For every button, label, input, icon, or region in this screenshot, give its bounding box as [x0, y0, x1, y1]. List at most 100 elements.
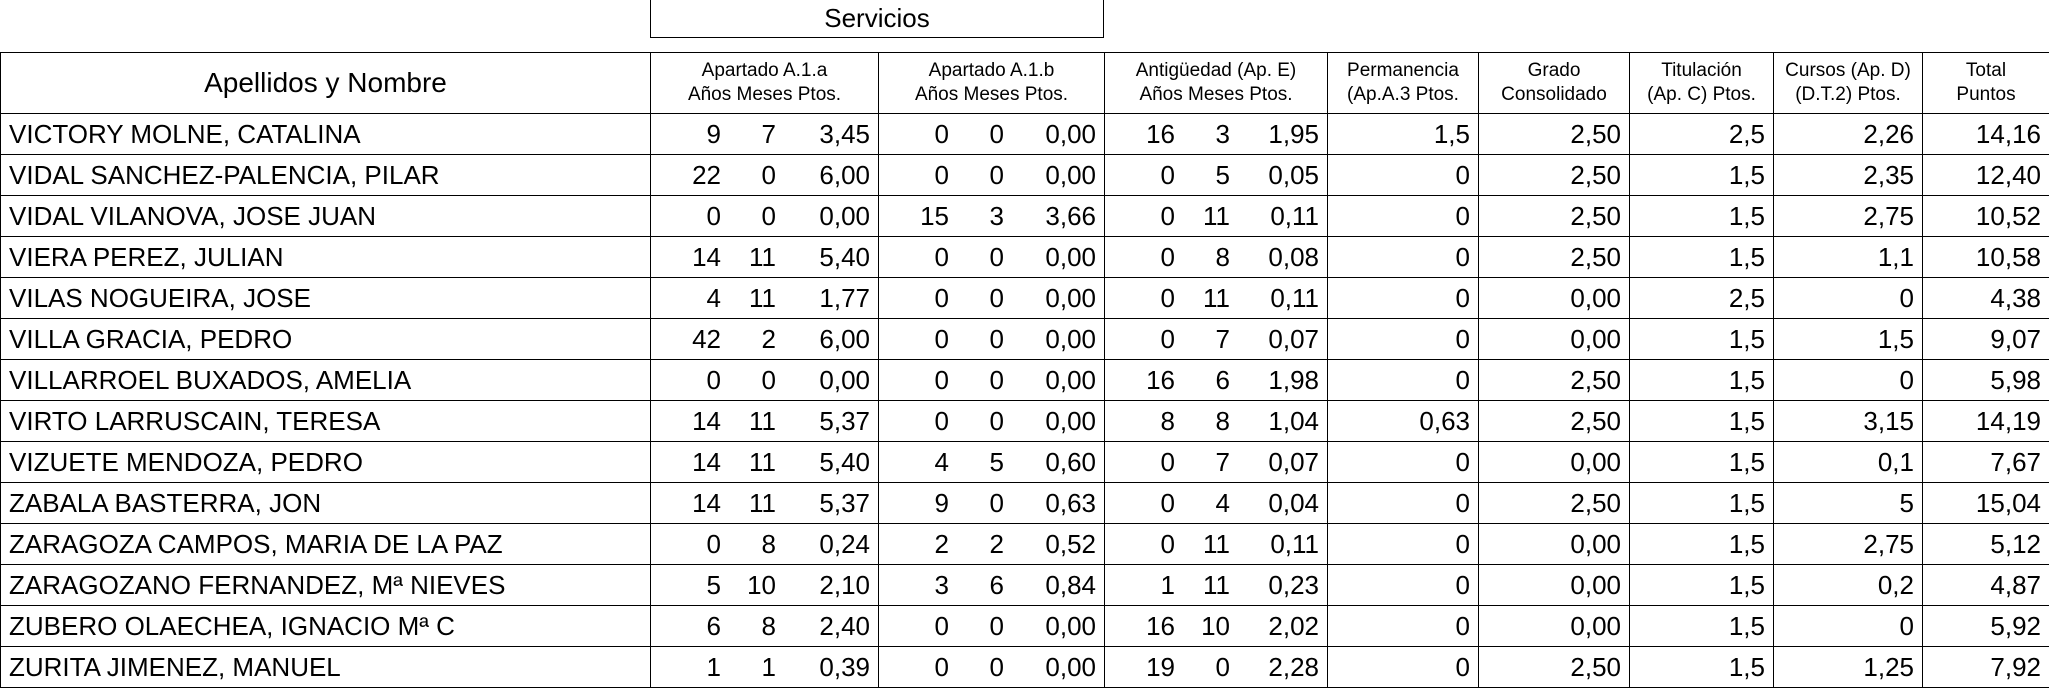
cell-a1a-group: 14 11 5,37: [651, 401, 878, 441]
cell-a1a-group: 9 7 3,45: [651, 114, 878, 154]
cell-name: VIDAL VILANOVA, JOSE JUAN: [0, 195, 651, 237]
cell-antiguedad-group: 19 0 2,28: [1105, 647, 1327, 687]
cell-titulacion: 1,5: [1629, 236, 1774, 278]
cell-antiguedad-meses: 11: [1203, 200, 1230, 231]
cell-total: 4,38: [1922, 277, 2049, 319]
cell-antiguedad-anos: 19: [1146, 651, 1175, 682]
cell-antiguedad: 0 7 0,07: [1104, 318, 1328, 360]
cell-permanencia: 0: [1327, 236, 1479, 278]
table-body: VICTORY MOLNE, CATALINA 9 7 3,45 0 0 0,00 16 3 1,…: [0, 113, 2049, 688]
cell-a1a-anos: 14: [692, 405, 721, 436]
cell-a1a-group: 22 0 6,00: [651, 155, 878, 195]
scores-table: Apellidos y Nombre Apartado A.1.a Años M…: [0, 52, 2049, 688]
cell-total: 14,19: [1922, 400, 2049, 442]
cell-antiguedad: 19 0 2,28: [1104, 646, 1328, 688]
cell-a1b-ptos: 0,84: [1045, 569, 1096, 600]
cell-a1b-meses: 3: [989, 200, 1004, 231]
header-grado-line1: Grado: [1527, 60, 1581, 81]
cell-cursos: 0,1: [1773, 441, 1923, 483]
cell-a1a-meses: 8: [761, 610, 776, 641]
cell-permanencia: 0: [1327, 482, 1479, 524]
cell-a1b-ptos: 0,63: [1045, 487, 1096, 518]
cell-permanencia: 0: [1327, 318, 1479, 360]
header-permanencia-line2: (Ap.A.3 Ptos.: [1347, 84, 1459, 105]
cell-a1b-group: 15 3 3,66: [879, 196, 1104, 236]
cell-a1a: 42 2 6,00: [650, 318, 879, 360]
cell-a1b: 4 5 0,60: [878, 441, 1105, 483]
cell-titulacion: 1,5: [1629, 523, 1774, 565]
cell-a1b-anos: 15: [920, 200, 949, 231]
table-row: ZARAGOZA CAMPOS, MARIA DE LA PAZ 0 8 0,24 2 2…: [0, 523, 2049, 565]
cell-a1a: 0 0 0,00: [650, 195, 879, 237]
table-row: VIZUETE MENDOZA, PEDRO 14 11 5,40 4 5 0,60 0 7 0,…: [0, 441, 2049, 483]
cell-a1b-ptos: 0,00: [1045, 159, 1096, 190]
cell-a1b-meses: 0: [989, 159, 1004, 190]
cell-grado: 0,00: [1478, 523, 1630, 565]
header-a1b-line1: Apartado A.1.b: [928, 60, 1055, 81]
cell-a1b-anos: 0: [934, 405, 949, 436]
cell-total: 7,67: [1922, 441, 2049, 483]
cell-a1b-meses: 0: [989, 487, 1004, 518]
cell-antiguedad-ptos: 1,04: [1268, 405, 1319, 436]
cell-a1a-ptos: 0,39: [819, 651, 870, 682]
cell-a1a-meses: 0: [761, 364, 776, 395]
cell-a1b-group: 2 2 0,52: [879, 524, 1104, 564]
cell-a1a-ptos: 3,45: [819, 118, 870, 149]
cell-antiguedad: 0 11 0,11: [1104, 277, 1328, 319]
cell-name: VILLA GRACIA, PEDRO: [0, 318, 651, 360]
cell-a1b-meses: 0: [989, 610, 1004, 641]
cell-a1a: 14 11 5,37: [650, 400, 879, 442]
cell-name: ZARAGOZANO FERNANDEZ, Mª NIEVES: [0, 564, 651, 606]
cell-a1b-ptos: 0,60: [1045, 446, 1096, 477]
header-cursos-line1: Cursos (Ap. D): [1785, 60, 1911, 81]
cell-a1b-meses: 0: [989, 405, 1004, 436]
cell-a1b-anos: 0: [934, 159, 949, 190]
cell-grado: 2,50: [1478, 236, 1630, 278]
cell-a1a-anos: 6: [706, 610, 721, 641]
cell-a1a-meses: 1: [761, 651, 776, 682]
cell-name: ZABALA BASTERRA, JON: [0, 482, 651, 524]
cell-antiguedad-group: 0 11 0,11: [1105, 524, 1327, 564]
cell-a1b-anos: 4: [934, 446, 949, 477]
cell-permanencia: 0,63: [1327, 400, 1479, 442]
cell-a1b-anos: 0: [934, 323, 949, 354]
cell-a1a-anos: 0: [706, 364, 721, 395]
cell-a1a-group: 0 0 0,00: [651, 360, 878, 400]
cell-a1a-anos: 1: [706, 651, 721, 682]
cell-a1a-group: 4 11 1,77: [651, 278, 878, 318]
cell-total: 4,87: [1922, 564, 2049, 606]
cell-a1b-ptos: 0,00: [1045, 118, 1096, 149]
cell-antiguedad-group: 8 8 1,04: [1105, 401, 1327, 441]
cell-titulacion: 1,5: [1629, 605, 1774, 647]
cell-a1a-ptos: 0,00: [819, 200, 870, 231]
cell-permanencia: 0: [1327, 195, 1479, 237]
cell-a1b-group: 0 0 0,00: [879, 360, 1104, 400]
cell-a1a-group: 14 11 5,37: [651, 483, 878, 523]
header-total: Total Puntos: [1922, 52, 2049, 114]
cell-a1b-ptos: 0,00: [1045, 405, 1096, 436]
cell-a1b-meses: 2: [989, 528, 1004, 559]
cell-titulacion: 1,5: [1629, 441, 1774, 483]
cell-a1a: 5 10 2,10: [650, 564, 879, 606]
cell-cursos: 1,25: [1773, 646, 1923, 688]
servicios-group-header: Servicios: [650, 0, 1104, 38]
header-antiguedad-line2: Años Meses Ptos.: [1139, 84, 1293, 105]
cell-name: VICTORY MOLNE, CATALINA: [0, 113, 651, 155]
cell-a1a-ptos: 1,77: [819, 282, 870, 313]
cell-a1b: 9 0 0,63: [878, 482, 1105, 524]
cell-antiguedad: 1 11 0,23: [1104, 564, 1328, 606]
cell-antiguedad-ptos: 2,28: [1268, 651, 1319, 682]
cell-permanencia: 1,5: [1327, 113, 1479, 155]
cell-antiguedad-group: 1 11 0,23: [1105, 565, 1327, 605]
cell-a1a-meses: 8: [761, 528, 776, 559]
cell-a1a-anos: 4: [706, 282, 721, 313]
cell-antiguedad-ptos: 0,23: [1268, 569, 1319, 600]
cell-a1b-ptos: 0,00: [1045, 610, 1096, 641]
cell-antiguedad-ptos: 1,98: [1268, 364, 1319, 395]
cell-a1b-group: 0 0 0,00: [879, 155, 1104, 195]
cell-a1a-meses: 7: [761, 118, 776, 149]
cell-antiguedad-anos: 0: [1160, 241, 1175, 272]
cell-antiguedad-group: 0 7 0,07: [1105, 319, 1327, 359]
cell-total: 5,12: [1922, 523, 2049, 565]
header-antiguedad: Antigüedad (Ap. E) Años Meses Ptos.: [1104, 52, 1328, 114]
